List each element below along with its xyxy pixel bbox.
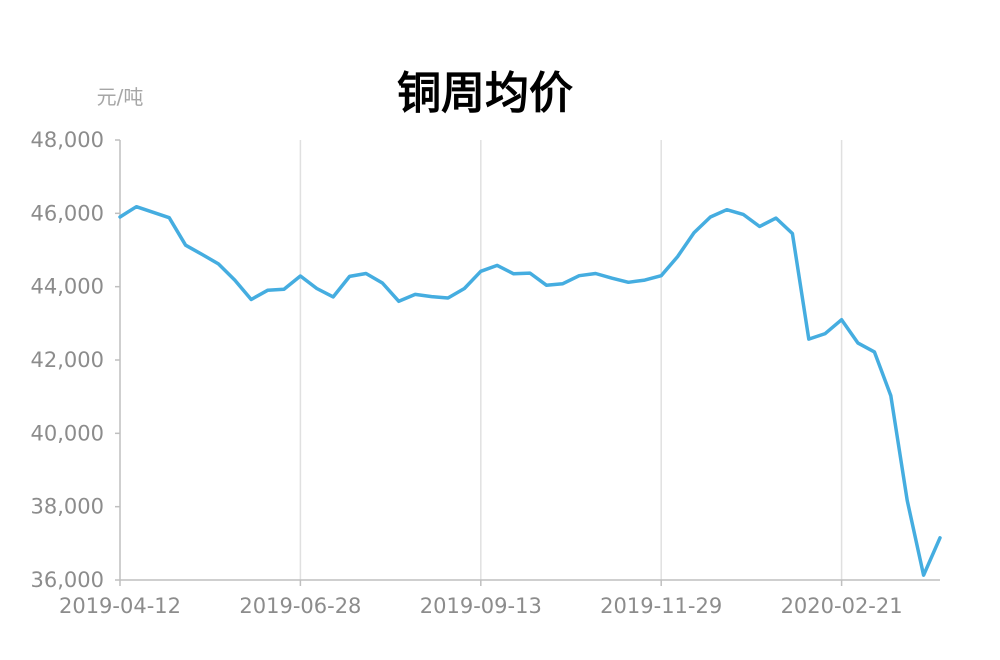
chart-title: 铜周均价 [397,68,573,119]
y-tick-label: 42,000 [31,348,104,372]
y-tick-label: 38,000 [31,495,104,519]
y-tick-label: 48,000 [31,128,104,152]
y-axis-unit: 元/吨 [97,85,144,109]
x-tick-label: 2019-11-29 [600,594,722,618]
y-tick-labels: 48,000 46,000 44,000 42,000 40,000 38,000 36,0… [31,128,120,592]
series-layer [118,204,942,577]
x-tick-label: 2019-04-12 [59,594,181,618]
y-tick-label: 46,000 [31,201,104,225]
y-tick-label: 40,000 [31,421,104,445]
series-line-0 [118,204,942,577]
x-tick-label: 2019-06-28 [239,594,361,618]
x-tick-label: 2020-02-21 [781,594,903,618]
y-tick-label: 44,000 [31,275,104,299]
x-tick-labels: 2019-04-12 2019-06-28 2019-09-13 2019-11-29… [59,580,903,618]
y-tick-label: 36,000 [31,568,104,592]
x-tick-label: 2019-09-13 [420,594,542,618]
x-gridlines [299,140,843,580]
